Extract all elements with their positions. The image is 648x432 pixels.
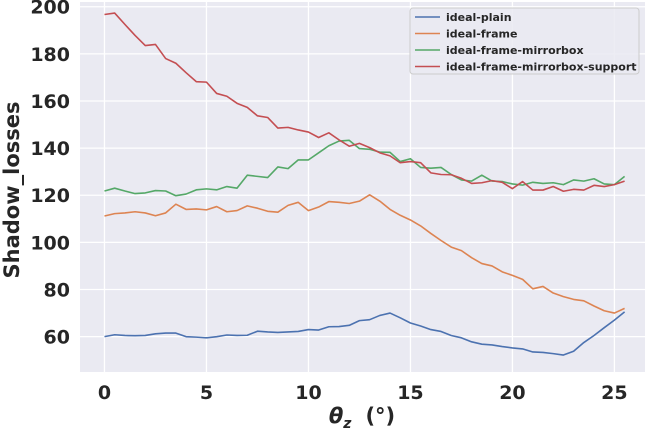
y-tick-label: 60 <box>44 327 70 349</box>
x-tick-label: 0 <box>98 382 111 404</box>
y-tick-label: 100 <box>30 232 70 254</box>
x-tick-label: 15 <box>397 382 423 404</box>
legend-entry-label: ideal-frame-mirrorbox-support <box>446 61 637 74</box>
x-axis-label: θz (°) <box>329 404 395 432</box>
legend-box <box>409 7 640 75</box>
y-tick-label: 140 <box>30 138 70 160</box>
series-line-ideal-frame-mirrorbox <box>104 139 626 197</box>
y-tick-label: 80 <box>44 280 70 302</box>
y-axis-label: Shadow_losses <box>0 102 24 279</box>
series-line-ideal-plain <box>104 311 626 356</box>
x-tick-label: 20 <box>499 382 525 404</box>
y-tick-label: 180 <box>30 44 70 66</box>
legend: ideal-plain ideal-frame ideal-frame-mirror… <box>409 7 640 75</box>
y-tick-labels: 60 80 100 120 140 160 180 200 <box>30 0 70 349</box>
y-tick-label: 160 <box>30 91 70 113</box>
x-tick-label: 10 <box>295 382 321 404</box>
x-tick-label: 25 <box>601 382 627 404</box>
legend-entry-label: ideal-frame <box>446 28 517 41</box>
x-axis-label-unit: (°) <box>365 404 395 428</box>
y-tick-label: 120 <box>30 185 70 207</box>
series-line-ideal-frame-mirrorbox-support <box>104 12 625 193</box>
series-line-ideal-frame <box>104 193 625 314</box>
legend-entry-label: ideal-frame-mirrorbox <box>446 44 584 57</box>
x-axis-label-subscript: z <box>342 416 352 432</box>
y-tick-label: 200 <box>30 0 70 19</box>
legend-entry-label: ideal-plain <box>446 11 512 24</box>
x-tick-label: 5 <box>200 382 213 404</box>
x-tick-labels: 0 5 10 15 20 25 <box>98 382 628 404</box>
series-lines <box>104 12 626 356</box>
x-axis-label-symbol: θ <box>329 404 343 428</box>
